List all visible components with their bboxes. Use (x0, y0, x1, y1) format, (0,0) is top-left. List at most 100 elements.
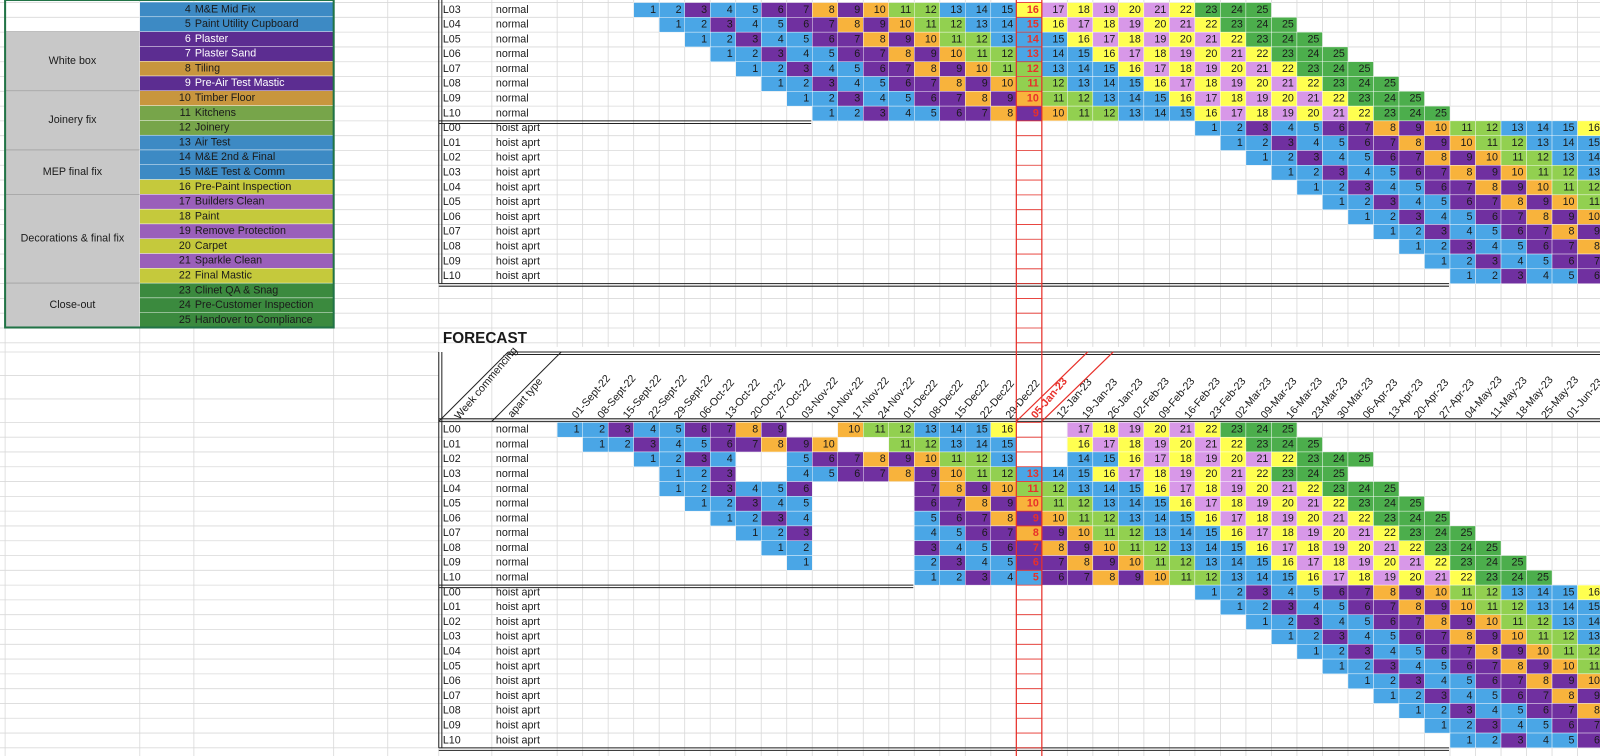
week-number: 2 (1313, 631, 1319, 643)
week-number: 9 (931, 468, 937, 480)
week-number: 6 (1058, 572, 1064, 584)
week-number: 1 (727, 48, 733, 60)
week-number: 15 (1078, 468, 1090, 480)
week-number: 16 (1078, 33, 1090, 45)
week-number: 9 (1594, 226, 1600, 238)
week-number: 6 (905, 78, 911, 90)
week-number: 20 (1129, 4, 1141, 16)
week-number: 17 (1078, 424, 1090, 436)
week-number: 3 (1466, 705, 1472, 717)
week-number: 6 (854, 48, 860, 60)
week-number: 8 (931, 63, 937, 75)
week-number: 24 (1359, 483, 1371, 495)
week-number: 7 (1390, 601, 1396, 613)
week-number: 2 (625, 438, 631, 450)
row-type: hoist aprt (496, 152, 540, 164)
row-level: L02 (443, 616, 461, 628)
legend-swatch (139, 31, 334, 47)
week-number: 9 (1543, 196, 1549, 208)
week-number: 1 (803, 93, 809, 105)
week-number: 25 (1435, 512, 1447, 524)
week-number: 17 (1256, 527, 1268, 539)
week-number: 12 (1154, 542, 1166, 554)
week-number: 7 (803, 4, 809, 16)
week-number: 12 (1486, 586, 1498, 598)
week-number: 5 (1441, 196, 1447, 208)
week-number: 24 (1461, 542, 1473, 554)
week-number: 8 (1109, 572, 1115, 584)
row-type: normal (496, 572, 529, 584)
week-number: 9 (1109, 557, 1115, 569)
week-number: 11 (1104, 527, 1115, 539)
week-number: 15 (1588, 137, 1600, 149)
week-number: 16 (1027, 4, 1039, 16)
row-type: normal (496, 557, 529, 569)
week-number: 2 (803, 78, 809, 90)
legend-name: Pre-Paint Inspection (195, 181, 291, 193)
week-number: 2 (1237, 122, 1243, 134)
week-number: 9 (1569, 675, 1575, 687)
week-number: 7 (752, 438, 758, 450)
week-number: 3 (803, 527, 809, 539)
legend-name: Clinet QA & Snag (195, 284, 278, 296)
week-number: 11 (951, 453, 962, 465)
week-number: 2 (829, 93, 835, 105)
week-number: 10 (1486, 616, 1498, 628)
row-type: normal (496, 48, 529, 60)
week-cell (1577, 732, 1600, 749)
week-number: 21 (1256, 63, 1268, 75)
week-number: 7 (905, 63, 911, 75)
week-number: 19 (1256, 93, 1268, 105)
week-number: 6 (931, 93, 937, 105)
week-number: 2 (1466, 719, 1472, 731)
week-number: 9 (1415, 122, 1421, 134)
week-number: 3 (1390, 660, 1396, 672)
row-type: hoist aprt (496, 211, 540, 223)
week-number: 2 (1237, 586, 1243, 598)
week-number: 6 (956, 107, 962, 119)
legend-name: M&E Mid Fix (195, 3, 256, 15)
week-number: 7 (956, 498, 962, 510)
week-number: 5 (1492, 690, 1498, 702)
week-number: 11 (1079, 512, 1090, 524)
week-number: 7 (1441, 631, 1447, 643)
week-number: 4 (905, 107, 911, 119)
week-number: 5 (778, 19, 784, 31)
week-number: 2 (854, 107, 860, 119)
week-number: 14 (1154, 512, 1166, 524)
week-number: 1 (1237, 601, 1243, 613)
row-type: normal (496, 512, 529, 524)
group-label: Close-out (50, 299, 96, 311)
week-number: 15 (1052, 33, 1064, 45)
week-number: 17 (1154, 453, 1166, 465)
week-number: 9 (1058, 527, 1064, 539)
week-number: 2 (778, 527, 784, 539)
row-type: hoist aprt (496, 690, 540, 702)
week-number: 25 (1384, 78, 1396, 90)
week-number: 11 (977, 468, 988, 480)
week-number: 18 (1205, 483, 1217, 495)
week-number: 6 (1492, 675, 1498, 687)
week-number: 10 (1461, 137, 1473, 149)
week-number: 16 (1205, 512, 1217, 524)
week-number: 9 (1569, 211, 1575, 223)
week-number: 9 (880, 19, 886, 31)
week-number: 2 (931, 557, 937, 569)
week-number: 6 (778, 4, 784, 16)
week-number: 20 (1282, 498, 1294, 510)
week-number: 11 (1027, 78, 1038, 90)
week-number: 3 (1313, 152, 1319, 164)
week-number: 3 (727, 19, 733, 31)
week-number: 7 (854, 453, 860, 465)
week-number: 13 (1001, 453, 1013, 465)
row-type: hoist aprt (496, 270, 540, 282)
week-number: 19 (1103, 4, 1115, 16)
week-number: 12 (1001, 468, 1013, 480)
week-number: 4 (1288, 122, 1294, 134)
legend-number: 10 (179, 92, 191, 104)
week-number: 25 (1282, 424, 1294, 436)
legend-swatch (139, 105, 334, 121)
week-number: 21 (1282, 78, 1294, 90)
week-number: 18 (1180, 63, 1192, 75)
week-number: 19 (1129, 19, 1141, 31)
